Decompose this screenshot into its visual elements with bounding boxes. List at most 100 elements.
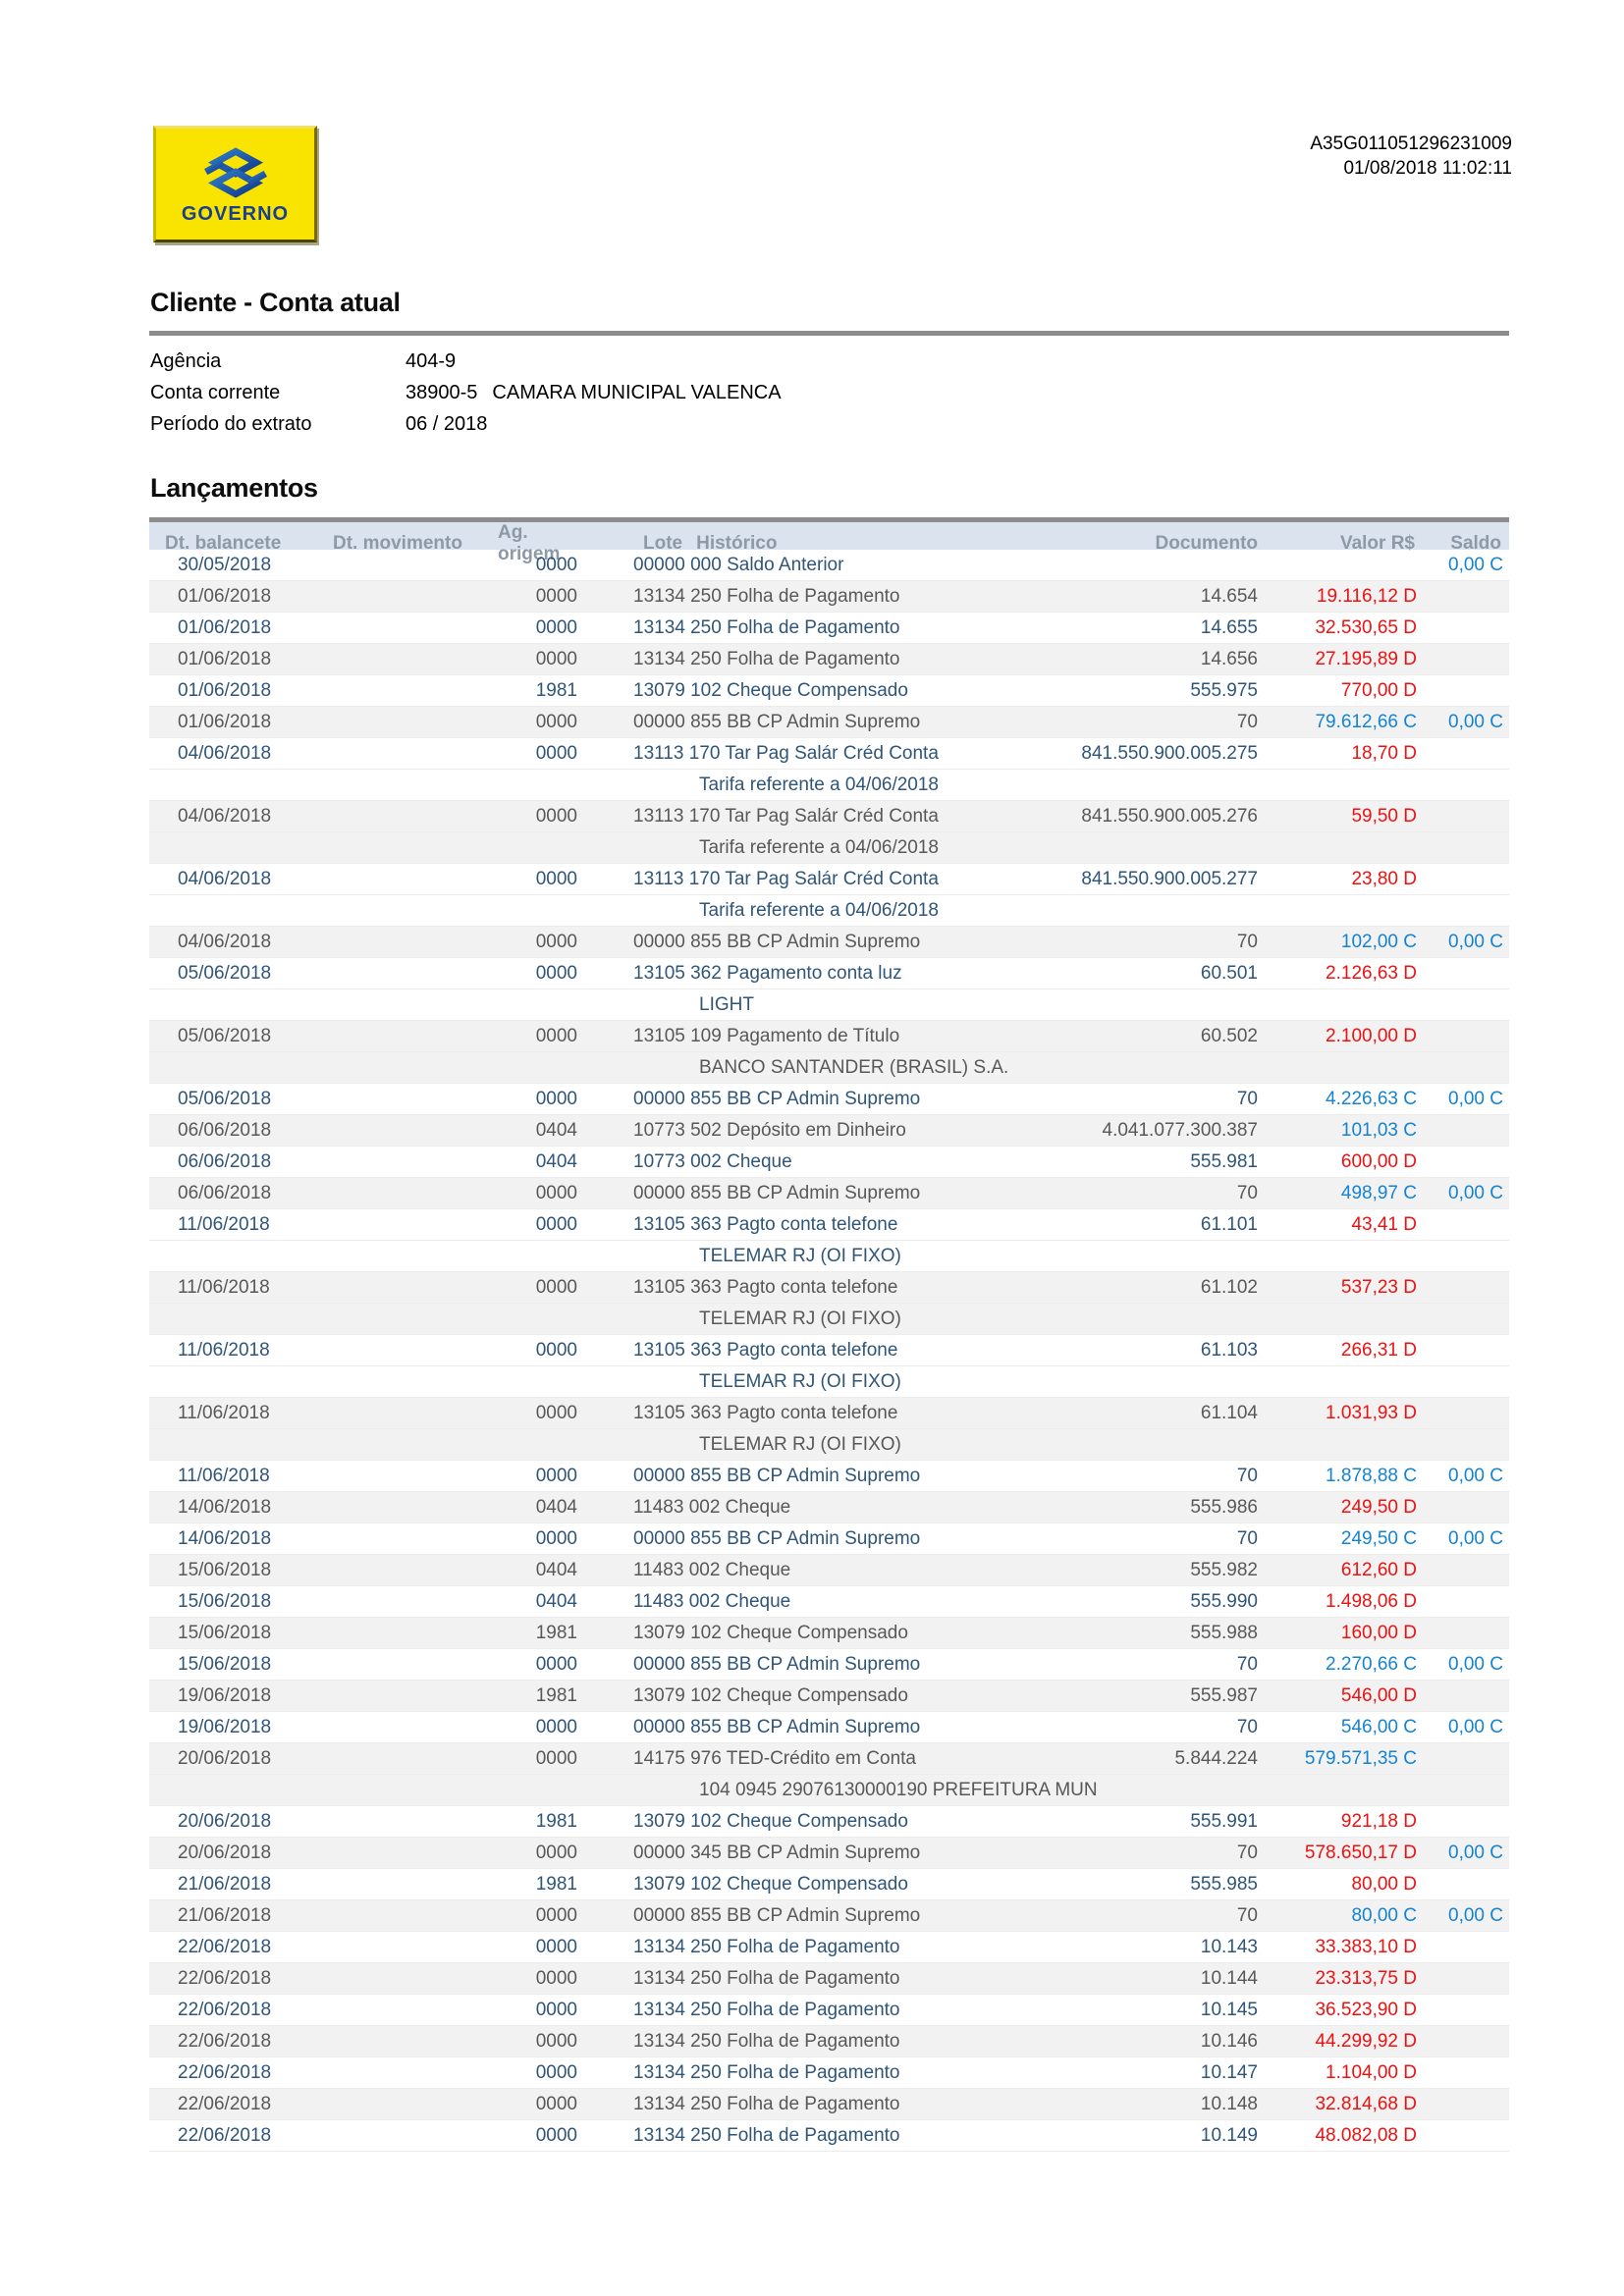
cell-historico: 00000 855 BB CP Admin Supremo (633, 1088, 921, 1109)
table-row: 22/06/2018 0000 13134 250 Folha de Pagam… (149, 2089, 1509, 2120)
cell-dt-balancete: 20/06/2018 (178, 1810, 272, 1832)
cell-valor: 27.195,89 D (1315, 648, 1417, 669)
cell-continuation: 104 0945 29076130000190 PREFEITURA MUN (699, 1779, 1098, 1800)
table-row-continuation: BANCO SANTANDER (BRASIL) S.A. (149, 1052, 1509, 1084)
cell-valor: 1.031,93 D (1326, 1402, 1417, 1423)
section-title-client: Cliente - Conta atual (150, 288, 401, 317)
info-label: Conta corrente (150, 382, 281, 403)
cell-ag-origem: 0404 (535, 1496, 577, 1518)
transactions-table: Dt. balancete Dt. movimento Ag. origem L… (149, 517, 1509, 2152)
table-row: 15/06/2018 0404 11483 002 Cheque 555.982… (149, 1555, 1509, 1586)
cell-ag-origem: 0000 (535, 1716, 577, 1737)
info-value: 06 / 2018 (406, 413, 488, 435)
cell-historico: 13079 102 Cheque Compensado (633, 1810, 908, 1832)
section-title-entries: Lançamentos (150, 473, 318, 503)
cell-documento: 70 (1236, 1716, 1258, 1737)
cell-dt-balancete: 30/05/2018 (178, 554, 272, 575)
cell-historico: 13134 250 Folha de Pagamento (633, 1936, 900, 1957)
banco-do-brasil-governo-logo: GOVERNO (153, 126, 317, 242)
cell-valor: 600,00 D (1340, 1150, 1417, 1172)
cell-dt-balancete: 04/06/2018 (178, 805, 272, 827)
cell-documento: 555.985 (1190, 1873, 1258, 1895)
cell-dt-balancete: 15/06/2018 (178, 1559, 272, 1580)
cell-historico: 10773 502 Depósito em Dinheiro (633, 1119, 906, 1141)
cell-valor: 102,00 C (1340, 931, 1417, 952)
cell-documento: 10.144 (1200, 1967, 1258, 1989)
cell-valor: 1.104,00 D (1326, 2061, 1417, 2083)
cell-historico: 00000 000 Saldo Anterior (633, 554, 844, 575)
cell-historico: 13113 170 Tar Pag Salár Créd Conta (633, 805, 939, 827)
cell-ag-origem: 0000 (535, 931, 577, 952)
cell-valor: 266,31 D (1340, 1339, 1417, 1361)
info-label: Agência (150, 350, 222, 372)
cell-dt-balancete: 20/06/2018 (178, 1747, 272, 1769)
table-row: 15/06/2018 1981 13079 102 Cheque Compens… (149, 1618, 1509, 1649)
col-header-lote: Lote (643, 533, 683, 554)
table-row: 22/06/2018 0000 13134 250 Folha de Pagam… (149, 1932, 1509, 1963)
table-row-continuation: TELEMAR RJ (OI FIXO) (149, 1429, 1509, 1461)
table-row: 22/06/2018 0000 13134 250 Folha de Pagam… (149, 2057, 1509, 2089)
cell-historico: 13105 362 Pagamento conta luz (633, 962, 902, 984)
cell-documento: 70 (1236, 1527, 1258, 1549)
cell-historico: 13105 363 Pagto conta telefone (633, 1213, 898, 1235)
cell-valor: 32.530,65 D (1315, 616, 1417, 638)
cell-documento: 555.991 (1190, 1810, 1258, 1832)
table-row: 19/06/2018 0000 00000 855 BB CP Admin Su… (149, 1712, 1509, 1743)
cell-documento: 555.990 (1190, 1590, 1258, 1612)
cell-historico: 13134 250 Folha de Pagamento (633, 2030, 900, 2052)
cell-documento: 555.988 (1190, 1622, 1258, 1643)
table-row: 21/06/2018 1981 13079 102 Cheque Compens… (149, 1869, 1509, 1900)
cell-valor: 2.270,66 C (1326, 1653, 1417, 1675)
cell-ag-origem: 0000 (535, 585, 577, 607)
cell-dt-balancete: 22/06/2018 (178, 2124, 272, 2146)
cell-documento: 61.104 (1200, 1402, 1258, 1423)
cell-ag-origem: 0404 (535, 1590, 577, 1612)
cell-saldo: 0,00 C (1448, 1088, 1503, 1109)
cell-documento: 555.975 (1190, 679, 1258, 701)
cell-dt-balancete: 04/06/2018 (178, 868, 272, 889)
cell-dt-balancete: 01/06/2018 (178, 679, 272, 701)
cell-dt-balancete: 05/06/2018 (178, 1088, 272, 1109)
cell-saldo: 0,00 C (1448, 711, 1503, 732)
cell-ag-origem: 0000 (535, 805, 577, 827)
cell-ag-origem: 0000 (535, 962, 577, 984)
table-row: 22/06/2018 0000 13134 250 Folha de Pagam… (149, 1995, 1509, 2026)
cell-documento: 10.145 (1200, 1999, 1258, 2020)
cell-ag-origem: 1981 (535, 679, 577, 701)
table-row: 04/06/2018 0000 13113 170 Tar Pag Salár … (149, 738, 1509, 770)
cell-documento: 10.146 (1200, 2030, 1258, 2052)
table-row-continuation: Tarifa referente a 04/06/2018 (149, 832, 1509, 864)
table-row: 20/06/2018 0000 14175 976 TED-Crédito em… (149, 1743, 1509, 1775)
table-row: 22/06/2018 0000 13134 250 Folha de Pagam… (149, 2026, 1509, 2057)
table-row: 01/06/2018 0000 13134 250 Folha de Pagam… (149, 613, 1509, 644)
cell-dt-balancete: 22/06/2018 (178, 2061, 272, 2083)
cell-ag-origem: 0404 (535, 1119, 577, 1141)
cell-dt-balancete: 11/06/2018 (178, 1213, 270, 1235)
table-row: 14/06/2018 0000 00000 855 BB CP Admin Su… (149, 1523, 1509, 1555)
cell-historico: 13113 170 Tar Pag Salár Créd Conta (633, 742, 939, 764)
cell-valor: 18,70 D (1351, 742, 1417, 764)
cell-saldo: 0,00 C (1448, 554, 1503, 575)
table-row: 30/05/2018 0000 00000 000 Saldo Anterior… (149, 550, 1509, 581)
cell-documento: 555.987 (1190, 1684, 1258, 1706)
cell-historico: 13113 170 Tar Pag Salár Créd Conta (633, 868, 939, 889)
table-row: 04/06/2018 0000 00000 855 BB CP Admin Su… (149, 927, 1509, 958)
cell-ag-origem: 1981 (535, 1622, 577, 1643)
cell-continuation: Tarifa referente a 04/06/2018 (699, 899, 940, 921)
table-row: 21/06/2018 0000 00000 855 BB CP Admin Su… (149, 1900, 1509, 1932)
cell-historico: 14175 976 TED-Crédito em Conta (633, 1747, 916, 1769)
cell-dt-balancete: 06/06/2018 (178, 1119, 272, 1141)
cell-historico: 13105 363 Pagto conta telefone (633, 1276, 898, 1298)
table-body: 30/05/2018 0000 00000 000 Saldo Anterior… (149, 550, 1509, 2152)
cell-saldo: 0,00 C (1448, 1716, 1503, 1737)
cell-dt-balancete: 22/06/2018 (178, 2030, 272, 2052)
col-header-lote-historico: Lote Histórico (591, 533, 1008, 555)
cell-historico: 13079 102 Cheque Compensado (633, 1684, 908, 1706)
col-header-dt-movimento: Dt. movimento (333, 533, 462, 554)
info-row-conta-corrente: Conta corrente 38900-5 CAMARA MUNICIPAL V… (150, 377, 1624, 408)
table-row: 11/06/2018 0000 00000 855 BB CP Admin Su… (149, 1461, 1509, 1492)
cell-historico: 00000 855 BB CP Admin Supremo (633, 1465, 921, 1486)
cell-ag-origem: 0000 (535, 1213, 577, 1235)
cell-saldo: 0,00 C (1448, 1904, 1503, 1926)
table-row-continuation: LIGHT (149, 989, 1509, 1021)
